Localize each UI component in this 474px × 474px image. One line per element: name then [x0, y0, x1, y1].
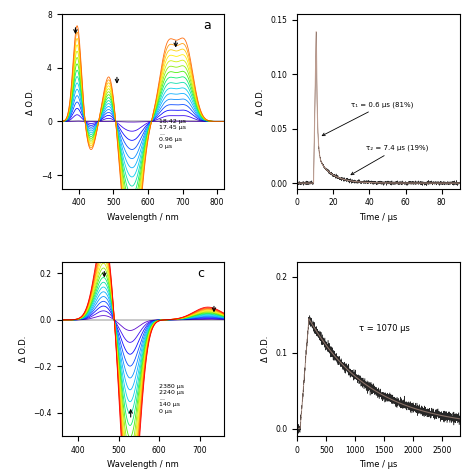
Text: τ₂ = 7.4 μs (19%): τ₂ = 7.4 μs (19%) — [351, 145, 428, 175]
Y-axis label: Δ O.D.: Δ O.D. — [19, 336, 28, 362]
Text: τ₁ = 0.6 μs (81%): τ₁ = 0.6 μs (81%) — [322, 101, 414, 136]
Text: τ = 1070 μs: τ = 1070 μs — [359, 325, 410, 334]
Text: 2380 μs
2240 μs
...
140 μs
0 μs: 2380 μs 2240 μs ... 140 μs 0 μs — [159, 384, 184, 414]
Y-axis label: Δ O.D.: Δ O.D. — [26, 88, 35, 115]
X-axis label: Wavelength / nm: Wavelength / nm — [107, 460, 179, 469]
Y-axis label: Δ O.D.: Δ O.D. — [261, 336, 270, 362]
Y-axis label: Δ O.D.: Δ O.D. — [256, 88, 265, 115]
X-axis label: Time / μs: Time / μs — [359, 460, 398, 469]
Text: c: c — [198, 267, 205, 280]
X-axis label: Time / μs: Time / μs — [359, 213, 398, 222]
Text: a: a — [203, 19, 211, 32]
X-axis label: Wavelength / nm: Wavelength / nm — [107, 213, 179, 222]
Text: 18.42 μs
17.45 μs
...
0.96 μs
0 μs: 18.42 μs 17.45 μs ... 0.96 μs 0 μs — [159, 119, 186, 149]
